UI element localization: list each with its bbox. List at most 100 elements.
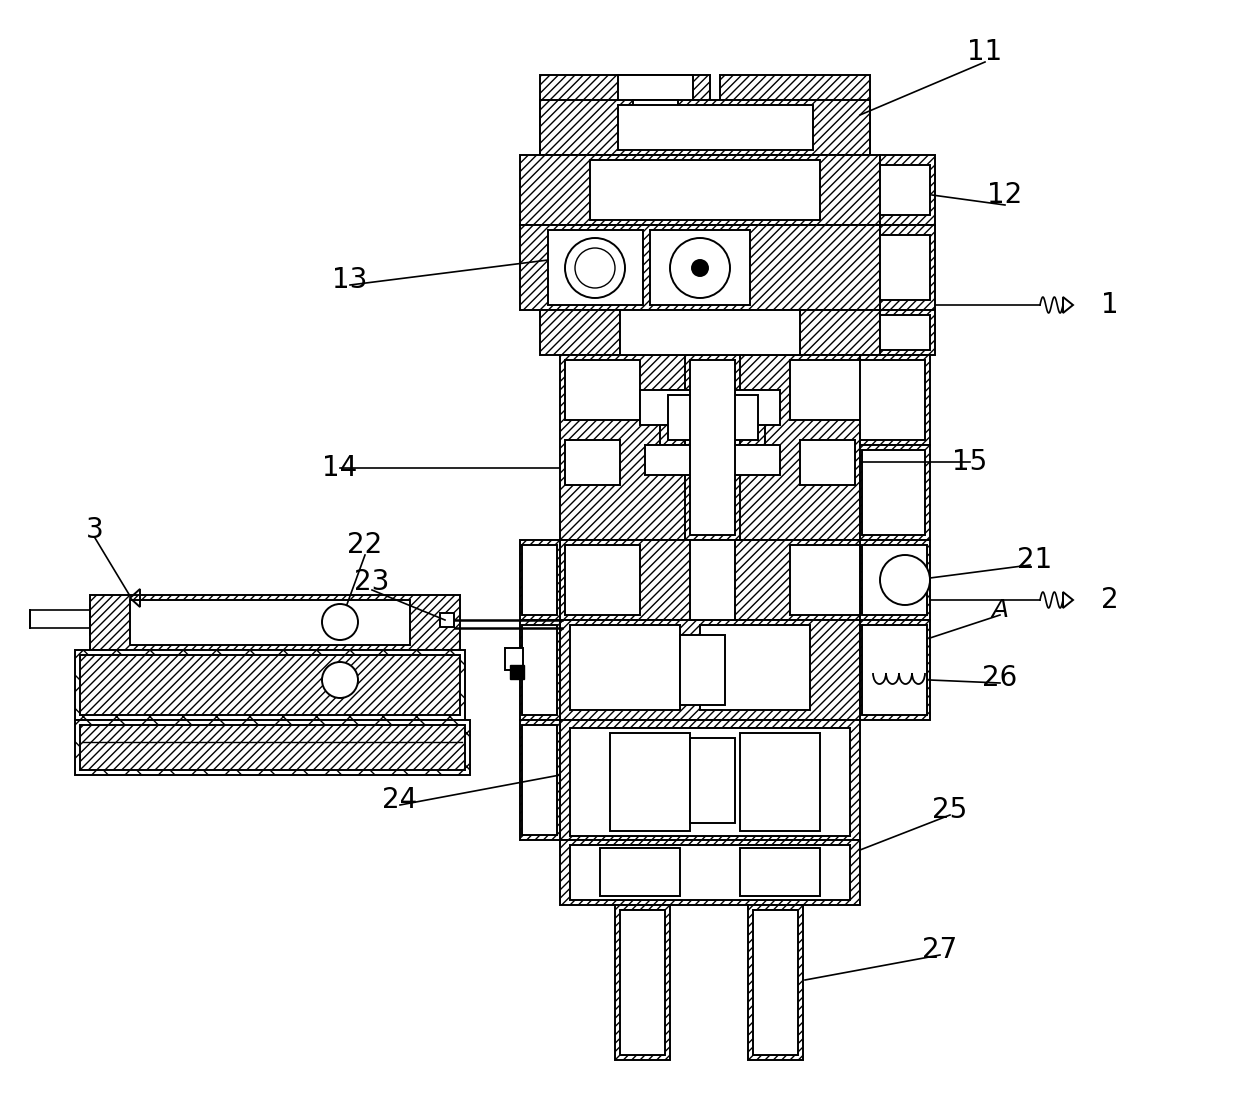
Circle shape [670, 237, 730, 298]
Bar [740, 849, 820, 896]
Bar [570, 728, 849, 836]
Bar [560, 540, 861, 620]
Bar [539, 310, 620, 355]
Bar [800, 310, 880, 355]
Bar [30, 610, 91, 628]
Text: 24: 24 [382, 786, 418, 814]
Text: 25: 25 [932, 796, 967, 824]
Bar [632, 100, 678, 120]
Text: 23: 23 [355, 568, 389, 597]
Text: 22: 22 [347, 531, 383, 559]
Bar [622, 910, 663, 1055]
Bar [861, 360, 925, 440]
Bar [565, 360, 640, 420]
Bar [600, 849, 680, 896]
Bar [565, 545, 640, 615]
Bar [701, 626, 810, 710]
Bar [862, 626, 928, 715]
Bar [522, 545, 557, 615]
Bar [684, 355, 740, 540]
Bar [880, 235, 930, 300]
Bar [880, 225, 935, 310]
Bar [610, 733, 689, 831]
Bar [615, 905, 670, 1060]
Bar [755, 910, 797, 1055]
Bar [520, 720, 560, 840]
Circle shape [565, 237, 625, 298]
Bar [862, 545, 928, 615]
Text: 15: 15 [952, 448, 987, 476]
Bar [650, 230, 750, 306]
Bar [539, 75, 711, 155]
Bar [862, 450, 925, 535]
Bar [600, 728, 820, 836]
Circle shape [880, 555, 930, 605]
Bar [520, 540, 560, 620]
Bar [505, 648, 523, 670]
Bar [689, 360, 735, 535]
Bar [130, 600, 410, 644]
Text: 13: 13 [332, 266, 368, 294]
Bar [590, 845, 830, 900]
Bar [510, 665, 525, 679]
Bar [74, 720, 470, 775]
Bar [620, 310, 800, 355]
Circle shape [692, 260, 708, 277]
Bar [565, 440, 620, 485]
Bar [548, 230, 644, 306]
Bar [520, 620, 560, 720]
Text: 12: 12 [987, 181, 1023, 209]
Circle shape [575, 248, 615, 288]
Bar [570, 626, 680, 710]
Bar [861, 540, 930, 620]
Bar [880, 165, 930, 215]
Bar [91, 595, 460, 650]
Bar [660, 390, 765, 445]
Text: 27: 27 [923, 935, 957, 964]
Bar [861, 355, 930, 445]
Bar [560, 720, 861, 840]
Bar [689, 540, 735, 620]
Text: 3: 3 [86, 516, 104, 544]
Bar [618, 75, 693, 100]
Text: 21: 21 [1017, 546, 1053, 574]
Text: A: A [992, 598, 1008, 622]
Bar [753, 910, 799, 1055]
Bar [560, 355, 861, 540]
Bar [790, 545, 861, 615]
Bar [880, 316, 930, 350]
Bar [522, 725, 557, 835]
Bar [790, 360, 866, 420]
Bar [800, 440, 856, 485]
Bar [880, 155, 935, 225]
Text: 1: 1 [1101, 291, 1118, 319]
Text: 11: 11 [967, 38, 1003, 66]
Bar [640, 390, 780, 425]
Bar [880, 310, 935, 355]
Bar [740, 733, 820, 831]
Bar [74, 650, 465, 720]
Bar [861, 445, 930, 540]
Bar [590, 159, 820, 220]
Bar [618, 105, 813, 151]
Circle shape [322, 604, 358, 640]
Bar [165, 603, 365, 643]
Bar [748, 905, 804, 1060]
Text: 2: 2 [1101, 586, 1118, 614]
Bar [81, 725, 465, 770]
Bar [520, 225, 880, 310]
Bar [81, 655, 460, 715]
Bar [689, 738, 735, 823]
Bar [668, 395, 758, 440]
Bar [440, 613, 454, 627]
Bar [645, 445, 694, 475]
Bar [539, 100, 870, 155]
Bar [570, 845, 849, 900]
Circle shape [322, 662, 358, 698]
Bar [560, 840, 861, 905]
Bar [720, 75, 870, 155]
Bar [560, 620, 861, 720]
Bar [730, 445, 780, 475]
Text: 14: 14 [322, 454, 357, 482]
Bar [520, 155, 880, 225]
